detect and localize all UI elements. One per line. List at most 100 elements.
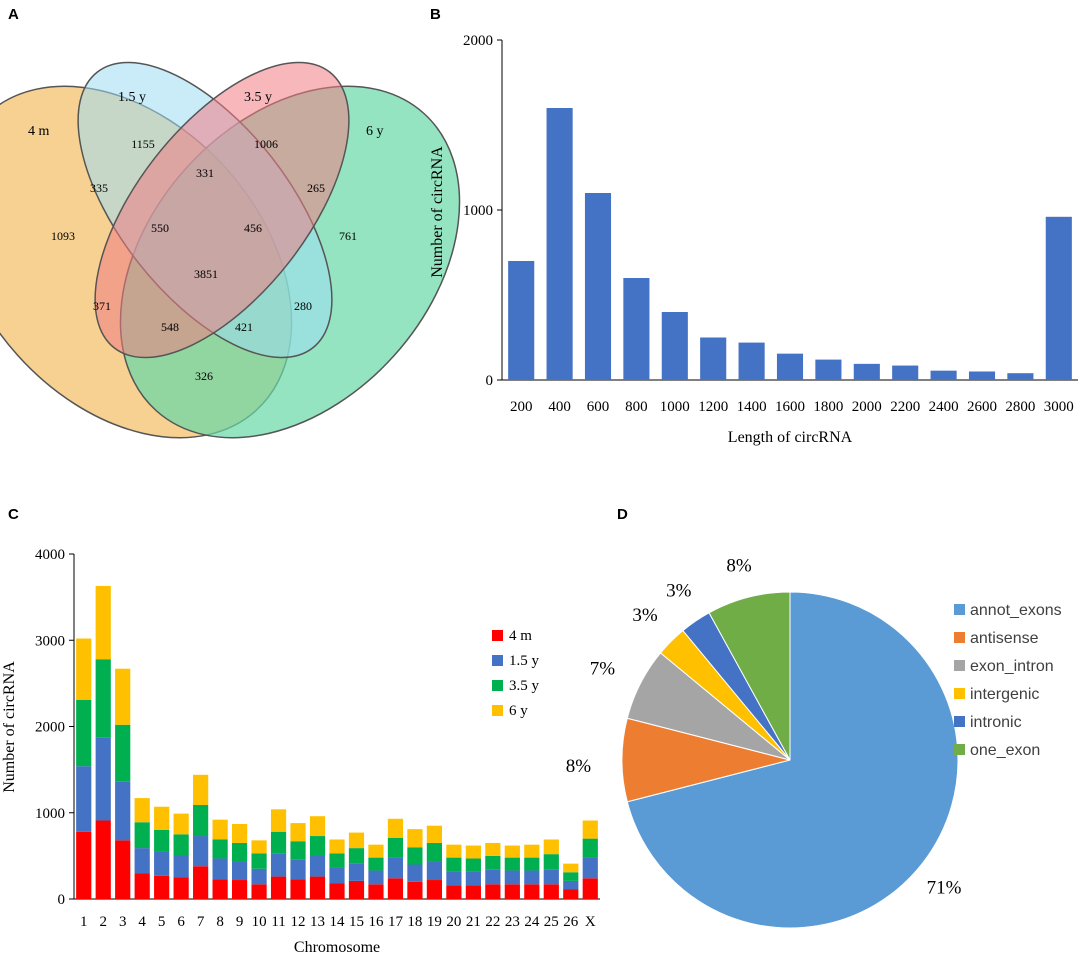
stacked-bar-segment [387,818,404,838]
stacked-bar-segment [212,819,228,840]
stacked-bar-segment [329,853,345,868]
venn-label-6y: 6 y [366,124,384,139]
y-tick-label: 1000 [463,203,493,219]
x-tick-label: 18 [407,914,422,930]
stacked-bar-segment [504,845,520,858]
legend-swatch [492,705,503,716]
legend-swatch [954,744,965,755]
stacked-bar-segment [173,877,189,899]
stacked-bar-segment [76,699,92,767]
x-tick-label: 200 [510,399,533,415]
bar [1007,373,1034,380]
stacked-bar-segment [407,881,423,899]
y-tick-label: 4000 [35,547,65,563]
x-tick-label: 25 [544,914,559,930]
stacked-bar-segment [115,840,131,899]
bar [853,363,880,380]
x-tick-label: 2600 [967,399,997,415]
x-tick-label: 23 [505,914,520,930]
stacked-bar-segment [348,863,365,881]
stacked-bar-segment [193,804,209,837]
venn-count-3-5y-only: 1006 [254,137,278,151]
y-tick-label: 1000 [35,806,65,822]
pie-percent-label: 71% [927,877,962,898]
stacked-bar-segment [134,873,150,899]
stacked-bar-segment [348,880,365,899]
stacked-bar-segment [524,870,540,885]
venn-count-4m-3-5y: 371 [93,299,111,313]
bar [546,108,573,380]
venn-count-all: 3851 [194,267,218,281]
stacked-bar-segment [563,863,579,873]
x-tick-label: 1800 [813,399,843,415]
stacked-bar-segment [368,884,384,899]
stacked-bar-segment [407,864,423,882]
stacked-bar-segment [543,839,559,855]
x-tick-label: 2 [99,914,107,930]
stacked-bar-segment [309,836,326,856]
legend-label: 1.5 y [509,653,540,669]
bar [968,371,996,380]
stacked-bar-segment [251,868,267,885]
stacked-bar-segment [368,857,384,871]
stacked-bar-segment [485,884,501,899]
venn-label-1-5y: 1.5 y [118,90,146,105]
stacked-bar-segment [231,861,248,881]
stacked-bar-segment [173,834,189,856]
stacked-bar-segment [231,842,248,862]
stacked-bar-segment [251,884,267,899]
stacked-bar-segment [309,876,326,899]
stacked-bar-segment [231,823,248,843]
stacked-bar-segment [563,889,579,899]
x-tick-label: 600 [587,399,610,415]
stacked-bar-segment [212,839,228,859]
stacked-bar-segment [582,838,598,858]
stacked-bar-segment [76,831,92,899]
stacked-bar-segment [270,853,287,877]
stacked-bar-segment [504,870,520,885]
length-bar-chart: 0 1000 2000 200 400 600 800 1000 1200 1400 1600 180… [429,33,1078,446]
stacked-bar-segment [465,845,481,859]
stacked-bar-segment [407,829,423,848]
legend-label: 6 y [509,703,528,719]
stacked-bar-segment [543,854,559,870]
stacked-bar-segment [154,875,170,899]
pie-slice [708,591,791,761]
bar [584,193,612,380]
stacked-bar-segment [485,842,501,856]
stacked-bar-segment [465,871,481,886]
stacked-bar-segment [387,837,404,858]
y-tick-label: 2000 [463,33,493,49]
y-axis-label: Number of circRNA [1,661,18,793]
stacked-bar-segment [270,831,287,854]
bar [700,337,727,380]
y-tick-label: 0 [58,892,66,908]
stacked-bar-segment [446,885,462,899]
x-tick-label: 2800 [1005,399,1035,415]
x-tick-label: 26 [563,914,579,930]
stacked-bar-segment [134,848,150,874]
x-tick-label: 1400 [737,399,767,415]
stacked-bar-segment [76,766,92,832]
stacked-bar-segment [582,820,598,839]
x-tick-label: X [585,914,596,930]
venn-label-4m: 4 m [28,124,50,139]
legend-label: antisense [970,630,1039,647]
stacked-bar-segment [563,880,579,890]
bar [815,359,842,380]
x-tick-label: 400 [548,399,571,415]
stacked-bar-segment [173,813,189,835]
x-tick-label: 2400 [929,399,959,415]
stacked-bar-segment [563,872,579,881]
stacked-bar-segment [231,880,248,899]
stacked-bar-segment [154,806,170,830]
x-tick-label: 16 [368,914,384,930]
x-tick-label: 1000 [660,399,690,415]
panel-letter-c: C [8,506,19,523]
stacked-bar-segment [251,840,267,854]
stacked-bar-segment [407,847,423,865]
stacked-bar-segment [368,844,384,858]
x-tick-label: 20 [446,914,461,930]
panel-letter-a: A [8,6,19,23]
